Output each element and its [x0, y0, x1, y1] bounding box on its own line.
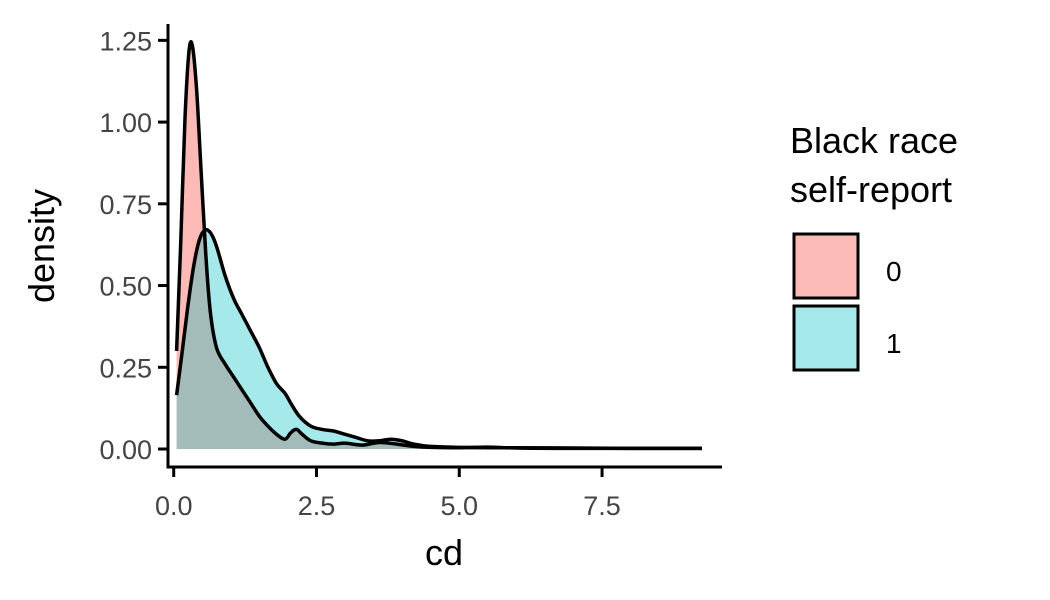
y-tick-label: 1.00: [99, 108, 152, 138]
density-line-1: [174, 227, 702, 451]
x-axis-ticks: 0.0 2.5 5.0 7.5: [155, 467, 621, 521]
legend: Black race self-report 0 1: [790, 120, 958, 372]
legend-label-1: 1: [886, 328, 902, 359]
legend-title-line-1: Black race: [790, 120, 958, 161]
x-tick-label: 5.0: [441, 491, 479, 521]
x-axis-title: cd: [425, 532, 463, 573]
x-tick-label: 0.0: [155, 491, 193, 521]
legend-title-line-2: self-report: [790, 169, 952, 210]
y-tick-label: 1.25: [99, 26, 152, 56]
density-area-1: [176, 229, 703, 449]
density-area-0: [176, 41, 703, 449]
y-axis-title: density: [21, 189, 62, 303]
legend-key-0: [792, 232, 860, 300]
legend-key-1: [792, 304, 860, 372]
x-tick-label: 2.5: [298, 491, 336, 521]
y-tick-label: 0.00: [99, 435, 152, 465]
y-tick-label: 0.75: [99, 190, 152, 220]
y-tick-label: 0.50: [99, 272, 152, 302]
y-tick-label: 0.25: [99, 353, 152, 383]
legend-label-0: 0: [886, 256, 902, 287]
density-lines: [174, 40, 702, 451]
y-axis-ticks: 0.00 0.25 0.50 0.75 1.00 1.25: [99, 26, 168, 465]
x-tick-label: 7.5: [583, 491, 621, 521]
plot-area: [176, 41, 703, 449]
